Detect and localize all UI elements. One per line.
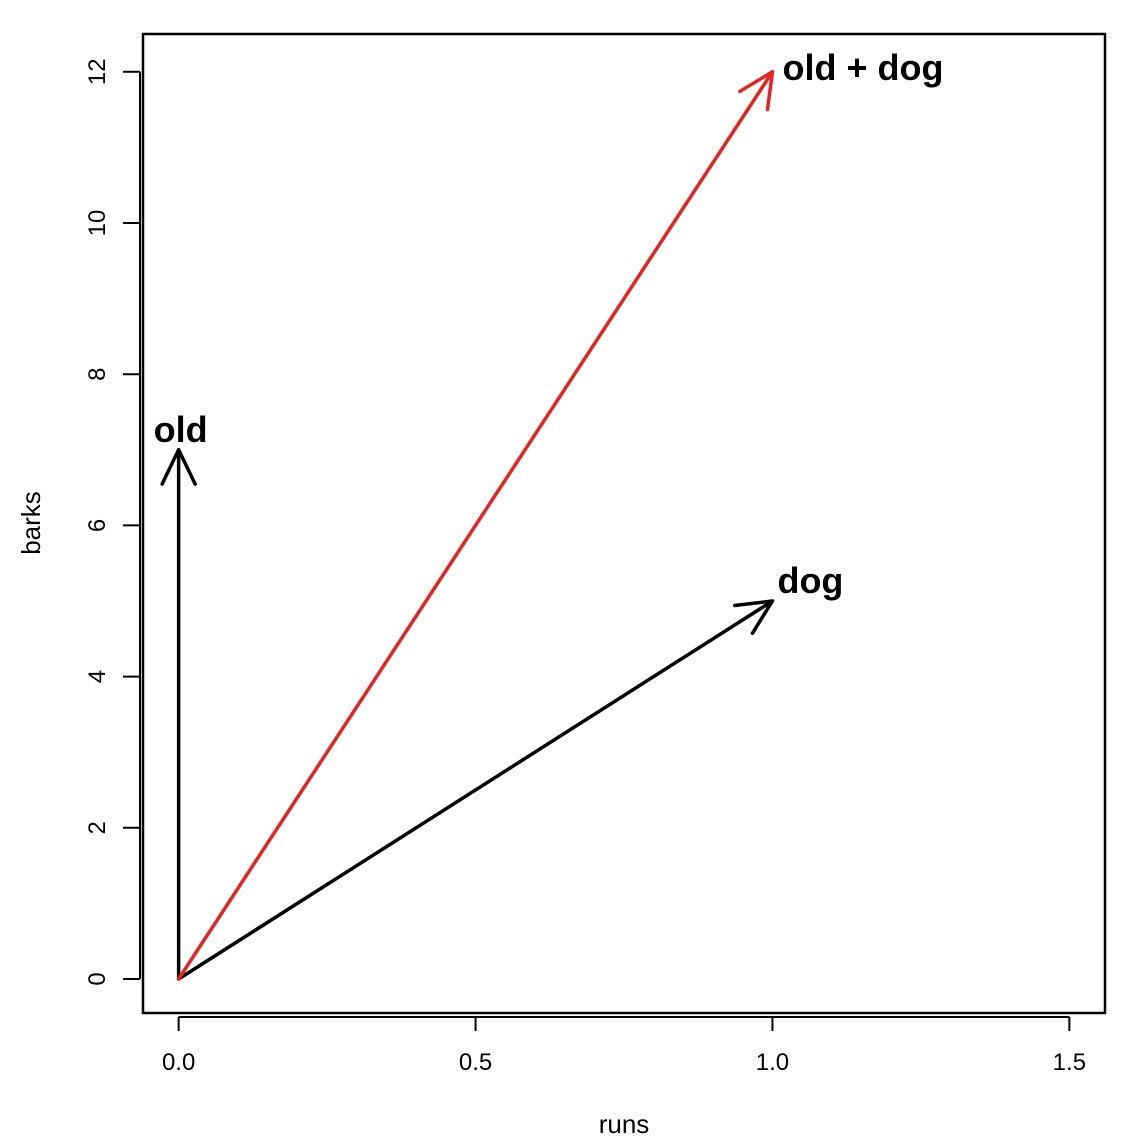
y-tick-label: 10 bbox=[84, 210, 111, 237]
x-tick-label: 1.0 bbox=[756, 1049, 789, 1076]
vector-layer: old dog old + dog bbox=[154, 47, 943, 981]
y-axis: 0 2 4 6 8 10 12 bbox=[84, 58, 141, 986]
y-axis-title: barks bbox=[16, 491, 46, 555]
vector-dog-arrowhead bbox=[732, 599, 775, 636]
vector-old-label: old bbox=[154, 409, 208, 450]
vector-dog-label: dog bbox=[777, 560, 843, 601]
vector-dog-line bbox=[176, 599, 775, 981]
vector-old-dog-arrowhead bbox=[738, 70, 775, 112]
vector-old-dog-line bbox=[176, 70, 775, 981]
y-tick-label: 0 bbox=[84, 972, 111, 985]
vector-old-arrowhead bbox=[160, 448, 197, 486]
y-tick-label: 6 bbox=[84, 519, 111, 532]
x-axis-title: runs bbox=[599, 1109, 650, 1139]
x-tick-label: 1.5 bbox=[1053, 1049, 1086, 1076]
y-tick-label: 4 bbox=[84, 670, 111, 683]
x-axis: 0.0 0.5 1.0 1.5 bbox=[162, 1016, 1086, 1076]
x-tick-label: 0.5 bbox=[459, 1049, 492, 1076]
x-tick-label: 0.0 bbox=[162, 1049, 195, 1076]
y-tick-label: 2 bbox=[84, 821, 111, 834]
plot-box bbox=[141, 32, 1107, 1015]
y-tick-label: 12 bbox=[84, 58, 111, 85]
y-tick-label: 8 bbox=[84, 368, 111, 381]
vector-old-dog-label: old + dog bbox=[782, 47, 943, 88]
